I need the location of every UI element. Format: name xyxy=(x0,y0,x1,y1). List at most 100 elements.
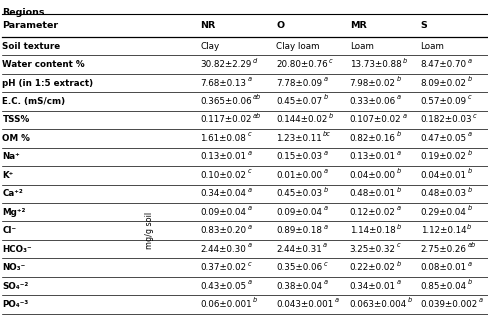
Text: MR: MR xyxy=(349,21,366,30)
Text: a: a xyxy=(323,150,327,156)
Text: 1.61±0.08: 1.61±0.08 xyxy=(200,134,246,143)
Text: 0.182±0.03: 0.182±0.03 xyxy=(420,116,471,125)
Text: 0.04±0.01: 0.04±0.01 xyxy=(420,171,466,180)
Text: Na⁺: Na⁺ xyxy=(2,152,20,161)
Text: NR: NR xyxy=(200,21,215,30)
Text: 8.47±0.70: 8.47±0.70 xyxy=(420,60,466,69)
Text: b: b xyxy=(396,168,400,174)
Text: a: a xyxy=(247,150,251,156)
Text: Cl⁻: Cl⁻ xyxy=(2,226,17,235)
Text: 7.68±0.13: 7.68±0.13 xyxy=(200,79,246,88)
Text: a: a xyxy=(247,187,251,193)
Text: a: a xyxy=(323,242,326,248)
Text: 0.01±0.00: 0.01±0.00 xyxy=(276,171,322,180)
Text: 0.13±0.01: 0.13±0.01 xyxy=(200,152,246,161)
Text: 0.08±0.01: 0.08±0.01 xyxy=(420,263,466,272)
Text: d: d xyxy=(252,57,257,64)
Text: HCO₃⁻: HCO₃⁻ xyxy=(2,245,32,254)
Text: a: a xyxy=(334,298,338,303)
Text: 0.365±0.06: 0.365±0.06 xyxy=(200,97,252,106)
Text: a: a xyxy=(323,76,327,82)
Text: a: a xyxy=(467,57,471,64)
Text: b: b xyxy=(402,57,406,64)
Text: b: b xyxy=(323,94,327,100)
Text: 2.44±0.30: 2.44±0.30 xyxy=(200,245,246,254)
Text: b: b xyxy=(467,187,471,193)
Text: 0.48±0.01: 0.48±0.01 xyxy=(349,189,395,198)
Text: ab: ab xyxy=(253,94,261,100)
Text: NO₃⁻: NO₃⁻ xyxy=(2,263,26,272)
Text: SO₄⁻²: SO₄⁻² xyxy=(2,282,29,291)
Text: 0.48±0.03: 0.48±0.03 xyxy=(420,189,466,198)
Text: 0.15±0.03: 0.15±0.03 xyxy=(276,152,322,161)
Text: K⁺: K⁺ xyxy=(2,171,14,180)
Text: a: a xyxy=(467,131,471,137)
Text: a: a xyxy=(467,261,471,266)
Text: 1.12±0.14: 1.12±0.14 xyxy=(420,226,465,235)
Text: a: a xyxy=(323,279,327,285)
Text: 0.22±0.02: 0.22±0.02 xyxy=(349,263,395,272)
Text: 0.039±0.002: 0.039±0.002 xyxy=(420,300,477,309)
Text: 0.83±0.20: 0.83±0.20 xyxy=(200,226,246,235)
Text: E.C. (mS/cm): E.C. (mS/cm) xyxy=(2,97,65,106)
Text: 0.33±0.06: 0.33±0.06 xyxy=(349,97,395,106)
Text: OM %: OM % xyxy=(2,134,30,143)
Text: b: b xyxy=(396,187,400,193)
Text: 0.34±0.04: 0.34±0.04 xyxy=(200,189,246,198)
Text: c: c xyxy=(396,242,399,248)
Text: b: b xyxy=(328,113,332,119)
Text: b: b xyxy=(323,187,327,193)
Text: a: a xyxy=(323,205,326,211)
Text: O: O xyxy=(276,21,284,30)
Text: 20.80±0.76: 20.80±0.76 xyxy=(276,60,327,69)
Text: 0.107±0.02: 0.107±0.02 xyxy=(349,116,401,125)
Text: b: b xyxy=(466,224,470,230)
Text: b: b xyxy=(467,168,471,174)
Text: a: a xyxy=(396,205,400,211)
Text: 2.75±0.26: 2.75±0.26 xyxy=(420,245,466,254)
Text: 0.04±0.00: 0.04±0.00 xyxy=(349,171,395,180)
Text: a: a xyxy=(247,205,251,211)
Text: 0.144±0.02: 0.144±0.02 xyxy=(276,116,327,125)
Text: a: a xyxy=(323,224,326,230)
Text: a: a xyxy=(323,168,327,174)
Text: bc: bc xyxy=(323,131,330,137)
Text: TSS%: TSS% xyxy=(2,116,30,125)
Text: a: a xyxy=(247,76,251,82)
Text: c: c xyxy=(247,131,250,137)
Text: 3.25±0.32: 3.25±0.32 xyxy=(349,245,395,254)
Text: 2.44±0.31: 2.44±0.31 xyxy=(276,245,322,254)
Text: a: a xyxy=(396,150,400,156)
Text: Soil texture: Soil texture xyxy=(2,42,61,51)
Text: S: S xyxy=(420,21,427,30)
Text: b: b xyxy=(396,224,400,230)
Text: 30.82±2.29: 30.82±2.29 xyxy=(200,60,251,69)
Text: Loam: Loam xyxy=(420,42,444,51)
Text: 13.73±0.88: 13.73±0.88 xyxy=(349,60,401,69)
Text: c: c xyxy=(323,261,326,266)
Text: b: b xyxy=(396,131,400,137)
Text: 0.063±0.004: 0.063±0.004 xyxy=(349,300,406,309)
Text: c: c xyxy=(472,113,476,119)
Text: 0.12±0.02: 0.12±0.02 xyxy=(349,208,395,217)
Text: a: a xyxy=(396,279,400,285)
Text: 7.78±0.09: 7.78±0.09 xyxy=(276,79,322,88)
Text: a: a xyxy=(247,224,251,230)
Text: PO₄⁻³: PO₄⁻³ xyxy=(2,300,29,309)
Text: c: c xyxy=(247,261,251,266)
Text: 0.47±0.05: 0.47±0.05 xyxy=(420,134,466,143)
Text: ab: ab xyxy=(467,242,475,248)
Text: mg/g soil: mg/g soil xyxy=(144,212,153,249)
Text: a: a xyxy=(478,298,482,303)
Text: a: a xyxy=(247,242,251,248)
Text: c: c xyxy=(328,57,332,64)
Text: c: c xyxy=(467,94,470,100)
Text: a: a xyxy=(402,113,406,119)
Text: 1.14±0.18: 1.14±0.18 xyxy=(349,226,395,235)
Text: 0.82±0.16: 0.82±0.16 xyxy=(349,134,395,143)
Text: 0.19±0.02: 0.19±0.02 xyxy=(420,152,466,161)
Text: 8.09±0.02: 8.09±0.02 xyxy=(420,79,466,88)
Text: a: a xyxy=(396,94,400,100)
Text: 0.35±0.06: 0.35±0.06 xyxy=(276,263,322,272)
Text: 0.34±0.01: 0.34±0.01 xyxy=(349,282,395,291)
